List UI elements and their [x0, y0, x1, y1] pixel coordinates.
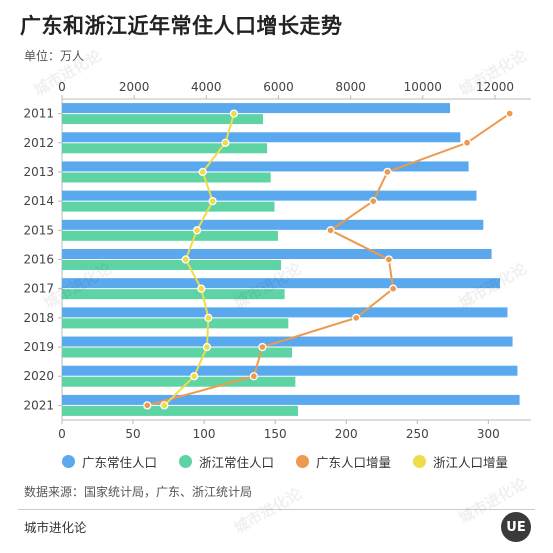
bar-zj-population: [62, 318, 289, 329]
series-gd-increase-point: [388, 284, 398, 293]
bottom-axis-tick-label: 200: [335, 427, 358, 441]
y-axis-category-label: 2014: [23, 194, 54, 208]
legend-swatch-zj-increase: [413, 455, 427, 468]
bottom-axis-tick-label: 300: [477, 427, 500, 441]
legend-label-gd-population: 广东常住人口: [82, 455, 158, 470]
series-gd-increase-point: [326, 226, 335, 235]
legend-swatch-gd-increase: [296, 455, 310, 468]
series-gd-increase-point: [369, 196, 378, 206]
bar-gd-population: [62, 132, 461, 143]
series-gd-increase-point: [249, 372, 259, 381]
series-gd-increase-point: [384, 255, 394, 264]
legend: 广东常住人口 浙江常住人口 广东人口增量 浙江人口增量: [62, 452, 533, 471]
series-zj-increase-point: [198, 167, 207, 177]
bottom-axis-tick-label: 100: [193, 427, 216, 441]
bar-gd-population: [62, 219, 484, 230]
legend-item-gd-population[interactable]: 广东常住人口: [62, 452, 157, 471]
bar-gd-population: [62, 365, 518, 376]
y-axis-category-label: 2019: [23, 340, 54, 354]
footer-divider: [18, 509, 535, 510]
legend-label-zj-increase: 浙江人口增量: [433, 455, 509, 470]
bar-gd-population: [62, 190, 477, 201]
top-axis-tick-label: 10000: [404, 80, 442, 94]
series-zj-increase-point: [221, 138, 230, 147]
top-axis-tick-label: 6000: [263, 80, 294, 94]
y-axis-category-label: 2017: [23, 282, 54, 296]
legend-label-gd-increase: 广东人口增量: [316, 455, 392, 470]
series-zj-increase-point: [190, 372, 199, 381]
bar-gd-population: [62, 103, 451, 114]
y-axis-category-label: 2011: [23, 107, 54, 121]
legend-label-zj-population: 浙江常住人口: [199, 455, 275, 470]
legend-item-zj-increase[interactable]: 浙江人口增量: [413, 452, 508, 471]
top-axis-tick-label: 12000: [476, 80, 514, 94]
series-zj-increase-point: [192, 226, 202, 235]
series-zj-increase-point: [204, 313, 213, 323]
brand-logo: UE: [501, 512, 531, 542]
y-axis-category-label: 2018: [23, 311, 54, 325]
bar-zj-population: [62, 201, 275, 212]
top-axis-tick-label: 2000: [119, 80, 150, 94]
top-axis-tick-label: 0: [58, 80, 66, 94]
legend-item-gd-increase[interactable]: 广东人口增量: [296, 452, 391, 471]
bar-zj-population: [62, 172, 271, 183]
bottom-axis-tick-label: 250: [406, 427, 429, 441]
series-gd-increase-point: [352, 313, 361, 323]
top-axis-tick-label: 8000: [335, 80, 366, 94]
chart-title: 广东和浙江近年常住人口增长走势: [20, 14, 343, 38]
series-zj-increase-line: [163, 113, 235, 407]
series-gd-increase-point: [258, 342, 267, 352]
bar-gd-population: [62, 307, 508, 318]
series-zj-increase-point: [208, 196, 217, 206]
y-axis-category-label: 2013: [23, 165, 54, 179]
legend-swatch-zj-population: [179, 455, 193, 468]
series-gd-increase-point: [462, 138, 472, 147]
legend-swatch-gd-population: [62, 455, 75, 468]
bar-gd-population: [62, 394, 520, 405]
unit-label: 单位：万人: [24, 49, 85, 63]
bar-zj-population: [62, 260, 282, 270]
bar-zj-population: [62, 289, 285, 300]
bottom-axis-tick-label: 50: [125, 427, 140, 441]
series-gd-increase-point: [505, 109, 514, 118]
bar-zj-population: [62, 143, 268, 154]
top-axis-tick-label: 4000: [191, 80, 222, 94]
series-zj-increase-point: [160, 401, 169, 410]
bar-zj-population: [62, 405, 298, 416]
bar-gd-population: [62, 278, 501, 289]
bar-gd-population: [62, 249, 492, 259]
bar-zj-population: [62, 376, 296, 387]
bar-zj-population: [62, 347, 292, 358]
series-zj-increase-point: [202, 342, 212, 352]
legend-item-zj-population[interactable]: 浙江常住人口: [179, 452, 274, 471]
y-axis-category-label: 2012: [23, 136, 54, 150]
series-zj-increase-point: [181, 255, 190, 264]
y-axis-category-label: 2021: [23, 398, 54, 412]
y-axis-category-label: 2015: [23, 223, 54, 237]
data-source-note: 数据来源：国家统计局，广东、浙江统计局: [24, 485, 253, 499]
bottom-axis-tick-label: 0: [58, 427, 66, 441]
bottom-axis-tick-label: 150: [264, 427, 287, 441]
bar-gd-population: [62, 161, 469, 172]
series-gd-increase-point: [383, 167, 392, 177]
y-axis-category-label: 2016: [23, 253, 54, 267]
series-zj-increase-point: [197, 284, 206, 293]
series-zj-increase-point: [229, 109, 239, 118]
series-gd-increase-point: [143, 401, 152, 410]
bar-gd-population: [62, 336, 513, 347]
bar-zj-population: [62, 230, 278, 241]
y-axis-category-label: 2020: [23, 369, 54, 383]
brand-name: 城市进化论: [24, 520, 87, 535]
bar-zj-population: [62, 114, 263, 125]
